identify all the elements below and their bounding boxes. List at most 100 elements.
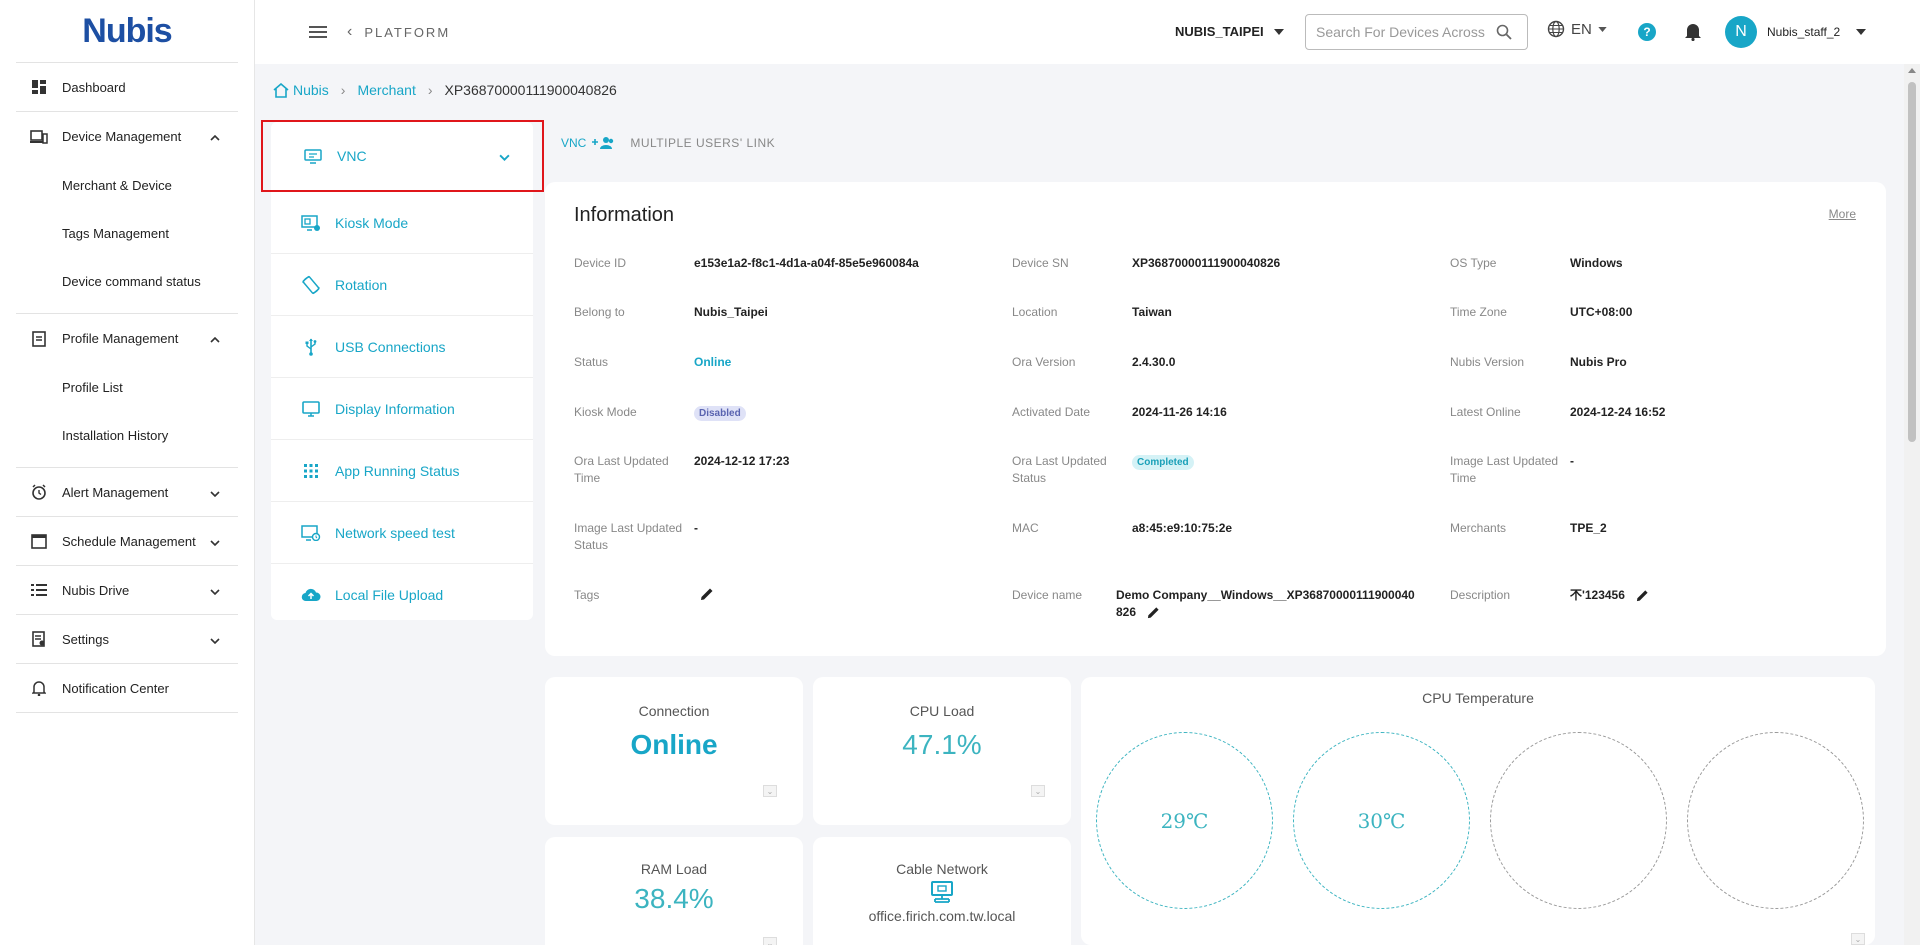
function-local-file-upload[interactable]: Local File Upload <box>271 564 533 626</box>
sidebar: Nubis Dashboard Device Management Mercha… <box>0 0 255 945</box>
function-usb-connections[interactable]: USB Connections <box>271 316 533 378</box>
edit-description-pencil-icon[interactable] <box>1636 589 1649 602</box>
scroll-up-arrow-icon[interactable] <box>1908 68 1916 73</box>
field-label: Ora Last Updated Time <box>574 454 669 485</box>
sidebar-item-device-management[interactable]: Device Management <box>16 112 238 161</box>
breadcrumb-home[interactable]: Nubis <box>273 82 329 98</box>
user-name: Nubis_staff_2 <box>1767 25 1841 39</box>
chevron-down-icon <box>210 583 220 598</box>
field-tags: Tags <box>574 587 714 606</box>
search-input[interactable] <box>1316 24 1496 40</box>
sidebar-item-profile-management[interactable]: Profile Management <box>16 314 238 363</box>
field-value: 2024-12-12 17:23 <box>694 454 790 468</box>
settings-doc-icon <box>30 630 48 648</box>
sidebar-item-alert-management[interactable]: Alert Management <box>16 468 238 517</box>
information-title: Information <box>574 204 675 226</box>
scrollbar-thumb[interactable] <box>1908 82 1916 442</box>
sidebar-subitem-profile-list[interactable]: Profile List <box>62 379 123 395</box>
user-avatar[interactable]: N <box>1725 16 1757 48</box>
sidebar-subitem-installation-history[interactable]: Installation History <box>62 427 169 443</box>
function-network-speed-test[interactable]: Network speed test <box>271 502 533 564</box>
more-link[interactable]: More <box>1828 207 1856 221</box>
hamburger-menu-icon[interactable] <box>309 26 327 38</box>
expand-chevron-icon[interactable]: ⌄ <box>1851 933 1865 945</box>
page-scrollbar[interactable] <box>1904 64 1920 945</box>
field-label: Device ID <box>574 256 627 270</box>
sidebar-subitem-device-command-status[interactable]: Device command status <box>62 273 201 289</box>
function-vnc[interactable]: VNC <box>261 120 544 192</box>
information-card: Information More Device ID e153e1a2-f8c1… <box>545 182 1886 656</box>
devices-icon <box>30 128 48 146</box>
function-label: App Running Status <box>335 462 460 479</box>
field-value: 2024-12-24 16:52 <box>1570 405 1666 419</box>
ora-update-status-badge: Completed <box>1132 455 1194 470</box>
cpu-temp-gauge-3 <box>1490 732 1667 909</box>
search-icon[interactable] <box>1496 24 1512 40</box>
globe-icon <box>1547 20 1565 38</box>
sidebar-item-settings[interactable]: Settings <box>16 615 238 664</box>
sidebar-item-dashboard[interactable]: Dashboard <box>16 63 238 112</box>
field-value: UTC+08:00 <box>1570 305 1633 319</box>
field-status: Status Online <box>574 354 731 371</box>
lan-computer-icon <box>813 881 1071 908</box>
field-label: Time Zone <box>1450 305 1507 319</box>
breadcrumb-merchant[interactable]: Merchant <box>357 82 416 98</box>
cpu-temperature-label: CPU Temperature <box>1422 690 1534 706</box>
sidebar-item-nubis-drive[interactable]: Nubis Drive <box>16 566 238 615</box>
caret-down-icon <box>1598 26 1607 32</box>
expand-chevron-icon[interactable]: ⌄ <box>763 937 777 945</box>
cable-network-card: Cable Network office.firich.com.tw.local <box>813 837 1071 945</box>
breadcrumb-current: XP36870000111900040826 <box>444 82 617 98</box>
chevron-up-icon <box>210 331 220 346</box>
sidebar-subitem-merchant-device[interactable]: Merchant & Device <box>62 177 172 193</box>
sidebar-subitem-tags-management[interactable]: Tags Management <box>62 225 169 241</box>
field-image-last-updated-status: Image Last Updated Status - <box>574 520 698 554</box>
edit-tags-pencil-icon[interactable] <box>700 587 714 601</box>
field-label: Kiosk Mode <box>574 405 637 419</box>
usb-icon <box>301 338 321 356</box>
cpu-temp-gauge-4 <box>1687 732 1864 909</box>
breadcrumb: Nubis › Merchant › XP3687000011190004082… <box>273 82 617 98</box>
field-value: Nubis_Taipei <box>694 305 768 319</box>
expand-chevron-icon[interactable]: ⌄ <box>1031 785 1045 797</box>
sidebar-item-label: Notification Center <box>62 680 169 696</box>
tab-multiple-users-link[interactable]: MULTIPLE USERS' LINK <box>630 136 776 150</box>
language-code: EN <box>1571 20 1592 38</box>
function-label: VNC <box>337 148 367 164</box>
sidebar-item-label: Alert Management <box>62 484 169 500</box>
notification-bell-icon[interactable] <box>1685 22 1701 41</box>
field-os-type: OS Type Windows <box>1450 255 1623 272</box>
sidebar-item-label: Nubis Drive <box>62 582 130 598</box>
field-ora-last-updated-time: Ora Last Updated Time 2024-12-12 17:23 <box>574 453 789 487</box>
sidebar-item-label: Profile Management <box>62 331 179 346</box>
chevron-down-icon <box>210 534 220 549</box>
edit-device-name-pencil-icon[interactable] <box>1147 606 1160 619</box>
tab-vnc[interactable]: VNC <box>561 136 614 150</box>
nubis-logo[interactable]: Nubis <box>16 0 238 63</box>
function-app-running-status[interactable]: App Running Status <box>271 440 533 502</box>
device-search <box>1305 14 1528 50</box>
sidebar-nav: Dashboard Device Management Merchant & D… <box>0 63 254 713</box>
help-icon[interactable]: ? <box>1638 23 1656 41</box>
function-label: Network speed test <box>335 524 455 541</box>
function-kiosk-mode[interactable]: Kiosk Mode <box>271 192 533 254</box>
sidebar-item-schedule-management[interactable]: Schedule Management <box>16 517 238 566</box>
expand-chevron-icon[interactable]: ⌄ <box>763 785 777 797</box>
field-label: Device SN <box>1012 256 1069 270</box>
language-selector[interactable]: EN <box>1547 20 1607 38</box>
function-rotation[interactable]: Rotation <box>271 254 533 316</box>
field-value: - <box>694 521 698 535</box>
sidebar-item-label: Settings <box>62 631 109 647</box>
sidebar-item-label: Schedule Management <box>62 533 196 549</box>
chevron-down-icon[interactable] <box>499 148 510 164</box>
field-value: Taiwan <box>1132 305 1172 319</box>
user-menu[interactable]: Nubis_staff_2 <box>1767 25 1867 39</box>
org-selector[interactable]: NUBIS_TAIPEI <box>1175 24 1284 39</box>
sidebar-item-notification-center[interactable]: Notification Center <box>16 664 238 713</box>
device-management-group: Device Management Merchant & Device Tags… <box>16 112 238 314</box>
platform-label: PLATFORM <box>364 24 451 40</box>
function-display-information[interactable]: Display Information <box>271 378 533 440</box>
field-latest-online: Latest Online 2024-12-24 16:52 <box>1450 404 1665 421</box>
kiosk-status-badge: Disabled <box>694 406 746 421</box>
back-to-platform[interactable]: ‹ PLATFORM <box>347 23 450 41</box>
